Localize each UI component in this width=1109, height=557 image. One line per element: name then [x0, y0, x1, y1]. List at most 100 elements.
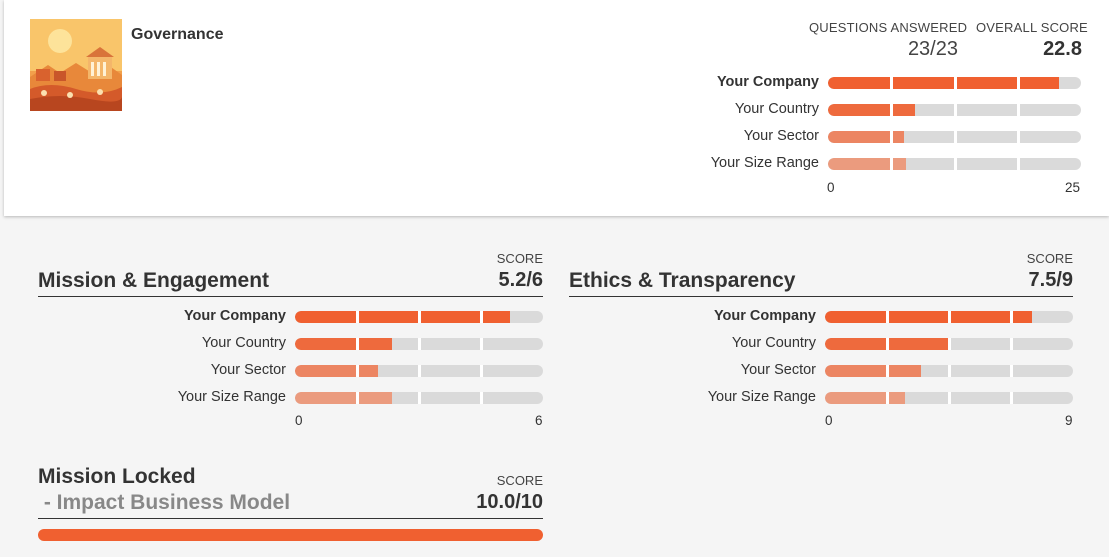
governance-row-sector: Your Sector — [744, 128, 1081, 144]
ethics-bar-gridline — [948, 392, 951, 404]
mission-row-country: Your Country — [202, 335, 543, 351]
governance-row-label: Your Size Range — [710, 155, 819, 171]
ethics-bar-track — [825, 311, 1073, 323]
ethics-divider — [569, 296, 1073, 297]
governance-bar-gridline — [890, 77, 894, 89]
mission-locked-score: 10.0/10 — [476, 491, 543, 513]
mission-row-company: Your Company — [184, 308, 543, 324]
mission-bar-fill — [295, 338, 393, 350]
mission-locked-bar — [38, 529, 543, 541]
governance-bar-gridline — [890, 131, 894, 143]
ethics-row-label: Your Sector — [740, 362, 816, 378]
ethics-bar-gridline — [886, 392, 889, 404]
governance-row-label: Your Country — [734, 101, 819, 117]
governance-row-company: Your Company — [717, 74, 1081, 90]
mission-axis-max: 6 — [535, 413, 543, 428]
ethics-bar-fill — [825, 311, 1032, 323]
governance-bar-fill — [828, 104, 916, 116]
ethics-bar-gridline — [948, 338, 951, 350]
ethics-row-label: Your Size Range — [707, 389, 816, 405]
ethics-bar-gridline — [1010, 365, 1013, 377]
mission-bar-gridline — [480, 311, 483, 323]
mission-row-label: Your Company — [183, 308, 286, 324]
mission-bar-gridline — [356, 338, 359, 350]
mission-bar-gridline — [418, 365, 421, 377]
mission-title: Mission & Engagement — [38, 269, 270, 292]
governance-illustration — [30, 19, 122, 111]
governance-bar-track — [828, 77, 1081, 89]
mission-bar-track — [295, 338, 543, 350]
governance-bar-gridline — [953, 77, 957, 89]
mission-bar-track — [295, 392, 543, 404]
mission-bar-gridline — [480, 392, 483, 404]
mission-score-label: SCORE — [496, 251, 543, 266]
governance-bar-gridline — [1016, 158, 1020, 170]
governance-bar-gridline — [953, 158, 957, 170]
ethics-bar-gridline — [948, 365, 951, 377]
governance-bar-gridline — [953, 131, 957, 143]
ethics-score: 7.5/9 — [1028, 269, 1073, 291]
ethics-row-country: Your Country — [732, 335, 1073, 351]
mission-axis-min: 0 — [295, 413, 303, 428]
governance-bar-track — [828, 104, 1081, 116]
governance-row-size-range: Your Size Range — [711, 155, 1081, 171]
mission-row-label: Your Size Range — [177, 389, 286, 405]
mission-row-size-range: Your Size Range — [178, 389, 543, 405]
ethics-bar-gridline — [886, 311, 889, 323]
governance-bar-gridline — [1016, 104, 1020, 116]
mission-row-sector: Your Sector — [211, 362, 543, 378]
governance-bar-fill — [828, 158, 906, 170]
ethics-bar-gridline — [886, 365, 889, 377]
mission-bar-gridline — [418, 338, 421, 350]
ethics-row-size-range: Your Size Range — [708, 389, 1073, 405]
questions-answered-value: 23/23 — [907, 38, 958, 60]
governance-row-country: Your Country — [735, 101, 1081, 117]
ethics-title: Ethics & Transparency — [569, 269, 796, 292]
ethics-bar-gridline — [886, 338, 889, 350]
mission-bar-gridline — [356, 365, 359, 377]
mission-bar-fill — [295, 365, 378, 377]
mission-bar-gridline — [418, 311, 421, 323]
ethics-axis-min: 0 — [825, 413, 833, 428]
questions-answered-label: QUESTIONS ANSWERED — [809, 20, 968, 35]
mission-bar-fill — [295, 311, 510, 323]
ethics-bar-gridline — [948, 311, 951, 323]
ethics-bar-track — [825, 338, 1073, 350]
mission-bar-fill — [295, 392, 393, 404]
ethics-row-company: Your Company — [714, 308, 1073, 324]
mission-bar-gridline — [480, 338, 483, 350]
governance-bar-fill — [828, 131, 904, 143]
governance-title: Governance — [131, 26, 224, 43]
mission-locked-title: Mission Locked — [38, 465, 196, 488]
governance-row-label: Your Company — [716, 74, 819, 90]
mission-bar-gridline — [356, 392, 359, 404]
mission-bar-gridline — [480, 365, 483, 377]
mission-row-label: Your Sector — [210, 362, 286, 378]
ethics-bar-track — [825, 365, 1073, 377]
mission-bar-track — [295, 311, 543, 323]
mission-bar-track — [295, 365, 543, 377]
governance-row-label: Your Sector — [743, 128, 819, 144]
mission-score: 5.2/6 — [498, 269, 543, 291]
ethics-score-label: SCORE — [1026, 251, 1073, 266]
ethics-axis-max: 9 — [1065, 413, 1073, 428]
governance-bar-gridline — [890, 158, 894, 170]
governance-axis-min: 0 — [827, 180, 835, 195]
ethics-row-label: Your Company — [713, 308, 816, 324]
ethics-bar-gridline — [1010, 311, 1013, 323]
overall-score-label: OVERALL SCORE — [976, 20, 1088, 35]
mission-bar-gridline — [356, 311, 359, 323]
overall-score-value: 22.8 — [1043, 38, 1082, 60]
governance-bar-track — [828, 131, 1081, 143]
governance-axis-max: 25 — [1065, 180, 1081, 195]
mission-locked-score-label: SCORE — [496, 473, 543, 488]
mission-divider — [38, 296, 543, 297]
ethics-row-label: Your Country — [731, 335, 816, 351]
ethics-bar-gridline — [1010, 338, 1013, 350]
ethics-bar-gridline — [1010, 392, 1013, 404]
ethics-bar-fill — [825, 365, 922, 377]
mission-locked-divider — [38, 518, 543, 519]
governance-bar-gridline — [890, 104, 894, 116]
governance-bar-gridline — [1016, 131, 1020, 143]
governance-bar-gridline — [1016, 77, 1020, 89]
